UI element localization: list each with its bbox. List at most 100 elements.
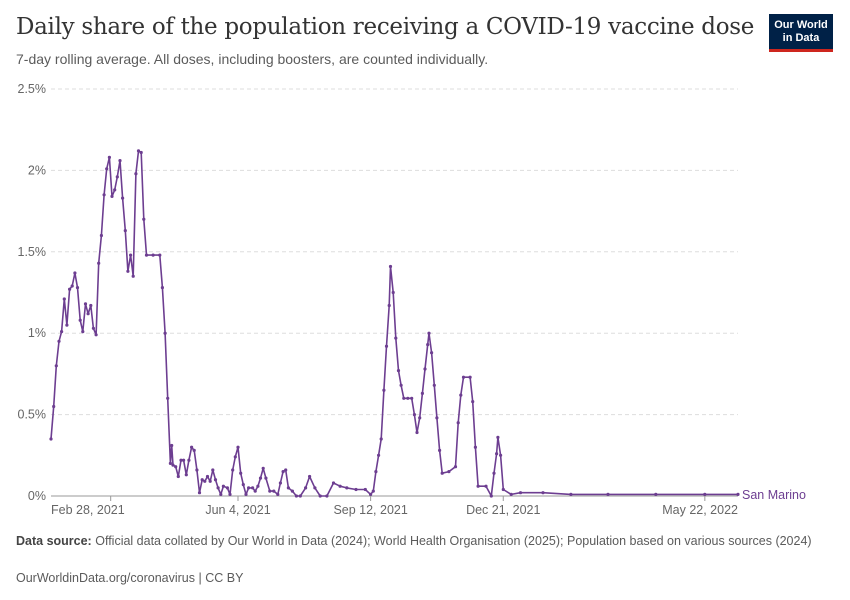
data-point <box>176 474 180 479</box>
data-point <box>219 492 223 496</box>
data-point <box>382 388 386 392</box>
data-point <box>388 264 393 269</box>
data-point <box>541 491 545 495</box>
data-point <box>345 486 349 490</box>
data-point <box>318 494 322 498</box>
data-point <box>447 470 451 474</box>
data-point <box>499 453 503 457</box>
data-point <box>415 430 419 435</box>
data-point <box>286 486 290 490</box>
y-tick-label: 2.5% <box>18 82 47 96</box>
data-point <box>203 479 207 483</box>
data-point <box>331 481 336 485</box>
data-point <box>197 491 202 495</box>
data-point <box>134 172 138 176</box>
data-point <box>294 494 298 498</box>
data-point <box>406 396 410 400</box>
data-point <box>200 478 204 482</box>
data-point <box>489 494 493 498</box>
data-point <box>123 229 127 233</box>
data-point <box>304 486 308 490</box>
data-point <box>99 233 103 238</box>
data-point <box>484 484 488 488</box>
data-point <box>438 448 442 452</box>
data-point <box>208 479 212 483</box>
data-point <box>402 396 406 400</box>
data-point <box>261 466 265 470</box>
data-point <box>468 375 472 379</box>
data-point <box>105 167 109 171</box>
data-point <box>60 330 64 334</box>
data-point <box>211 468 215 472</box>
series-line-san-marino <box>50 150 738 497</box>
owid-logo[interactable]: Our World in Data <box>769 14 833 52</box>
data-point <box>518 491 523 495</box>
data-point <box>247 486 251 490</box>
data-point <box>57 339 61 343</box>
data-point <box>184 473 188 477</box>
data-point <box>394 336 398 340</box>
data-point <box>221 484 225 488</box>
data-point <box>171 463 175 467</box>
data-point <box>606 492 610 496</box>
data-point <box>225 486 229 490</box>
data-point <box>272 489 276 493</box>
data-point <box>256 484 260 488</box>
license-link[interactable]: OurWorldinData.org/coronavirus | CC BY <box>16 571 244 585</box>
data-point <box>391 290 395 295</box>
data-point <box>453 465 458 469</box>
data-point <box>115 175 119 179</box>
data-point <box>501 487 505 492</box>
data-point <box>426 343 430 347</box>
data-point <box>107 155 111 159</box>
data-point <box>471 400 475 404</box>
data-point <box>241 483 245 487</box>
y-tick-label: 0% <box>28 489 46 503</box>
data-point <box>168 461 172 465</box>
data-point <box>281 470 285 474</box>
data-point <box>461 375 466 379</box>
data-point <box>736 492 740 496</box>
data-point <box>73 271 77 275</box>
x-tick-label: May 22, 2022 <box>662 503 738 517</box>
data-point <box>139 150 143 155</box>
data-point <box>121 196 125 200</box>
data-point <box>432 383 436 387</box>
data-point <box>268 489 272 493</box>
data-point <box>91 326 95 330</box>
series-layer <box>49 149 740 498</box>
data-point <box>284 468 288 472</box>
data-point <box>264 476 268 480</box>
data-point <box>182 458 186 462</box>
y-tick-label: 0.5% <box>18 408 47 422</box>
data-point <box>110 194 114 198</box>
data-point <box>495 452 499 456</box>
source-text: Official data collated by Our World in D… <box>95 534 812 548</box>
data-point <box>473 445 477 449</box>
data-point <box>399 383 403 387</box>
series-label-san-marino[interactable]: San Marino <box>742 488 806 502</box>
data-point <box>363 487 367 492</box>
data-point <box>54 364 58 368</box>
data-point <box>97 261 101 265</box>
data-point <box>492 471 496 475</box>
line-chart: 0% 0.5% 1% 1.5% 2% 2.5% Feb 28, 2021 Jun 4, 20… <box>18 82 806 517</box>
data-point <box>278 481 282 485</box>
data-point <box>369 492 373 496</box>
data-point <box>308 474 312 479</box>
data-point <box>94 333 98 337</box>
data-point <box>387 303 391 308</box>
data-point <box>163 331 167 335</box>
data-point <box>456 421 460 425</box>
data-point <box>231 468 235 472</box>
data-point <box>379 437 383 441</box>
data-point <box>325 494 329 498</box>
data-point <box>131 274 135 278</box>
data-point <box>569 492 573 496</box>
x-tick-label: Jun 4, 2021 <box>205 503 270 517</box>
data-point <box>313 486 317 490</box>
data-point <box>213 478 218 482</box>
data-point <box>377 453 381 457</box>
data-point <box>102 193 106 197</box>
data-point <box>354 487 358 492</box>
